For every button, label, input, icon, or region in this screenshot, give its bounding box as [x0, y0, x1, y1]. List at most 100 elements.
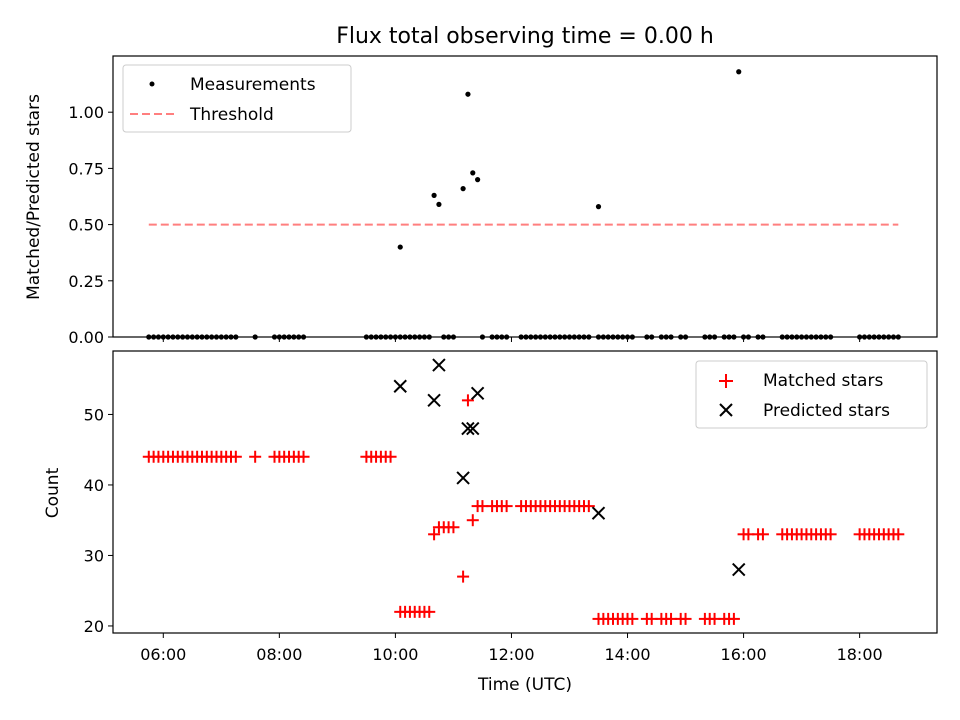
measurement-point [615, 334, 621, 340]
measurement-point [233, 334, 239, 340]
measurement-point [518, 334, 524, 340]
matched-star-marker [466, 514, 479, 527]
measurement-point [489, 334, 495, 340]
bottom-x-tick-label: 12:00 [488, 645, 534, 664]
bottom-x-tick-label: 10:00 [372, 645, 418, 664]
measurement-point [557, 334, 563, 340]
top-y-axis-label: Matched/Predicted stars [24, 94, 44, 300]
matched-star-marker [727, 612, 740, 625]
measurement-point [204, 334, 210, 340]
measurement-point [566, 334, 573, 340]
measurement-point [542, 334, 548, 340]
measurement-point [861, 334, 868, 340]
measurement-point [895, 334, 901, 340]
measurement-point [465, 91, 471, 97]
measurement-point [702, 334, 708, 340]
measurement-point [402, 334, 408, 340]
measurement-point [726, 334, 732, 340]
measurement-point [682, 334, 689, 340]
measurement-point [552, 334, 558, 340]
measurement-point [658, 334, 664, 340]
bottom-y-tick-label: 40 [84, 476, 104, 495]
measurement-point [562, 334, 568, 340]
measurement-point [886, 334, 892, 340]
matched-star-marker [824, 528, 837, 541]
measurement-point [397, 334, 403, 340]
bottom-x-tick-label: 18:00 [837, 645, 883, 664]
measurement-point [300, 334, 307, 340]
measurement-point [629, 334, 635, 340]
measurement-point [818, 334, 824, 340]
measurement-point [533, 334, 539, 340]
top-legend: Measurements Threshold [122, 64, 352, 133]
matched-star-marker [447, 521, 460, 534]
measurement-point [271, 334, 278, 340]
measurement-point [528, 334, 534, 340]
bottom-legend: Matched stars Predicted stars [695, 360, 928, 429]
measurement-point [407, 334, 413, 340]
bottom-y-ticks: 20 30 40 50 [84, 405, 113, 636]
measurement-point [547, 334, 553, 340]
bottom-x-axis-label: Time (UTC) [477, 675, 572, 695]
measurement-point [445, 334, 452, 340]
measurement-point [649, 334, 655, 340]
measurement-point [721, 334, 727, 340]
measurement-point [194, 334, 200, 340]
predicted-star-marker [432, 358, 446, 372]
measurement-point [586, 334, 592, 340]
predicted-star-marker [393, 379, 407, 393]
measurement-point [523, 334, 529, 340]
measurement-point [421, 334, 428, 340]
measurement-point [180, 334, 186, 340]
measurement-point [416, 334, 423, 340]
measurement-point [223, 334, 229, 340]
measurement-point [595, 334, 602, 340]
measurement-point [286, 334, 292, 340]
measurement-point [373, 334, 379, 340]
measurement-point [678, 334, 684, 340]
measurement-point [441, 334, 447, 340]
top-y-tick-label: 0.00 [68, 328, 104, 347]
measurement-point [146, 334, 152, 340]
measurement-point [707, 334, 713, 340]
measurement-point [479, 334, 486, 340]
matched-star-marker [384, 450, 397, 463]
threshold-legend-label: Threshold [189, 105, 274, 125]
bottom-y-tick-label: 30 [84, 546, 104, 565]
measurement-point [460, 186, 466, 192]
measurement-point [784, 334, 790, 340]
top-marks [146, 69, 901, 340]
measurements-legend-marker [149, 81, 155, 87]
bottom-x-tick-label: 14:00 [604, 645, 650, 664]
measurement-point [571, 334, 577, 340]
bottom-x-tick-label: 08:00 [256, 645, 302, 664]
predicted-star-marker [591, 506, 606, 520]
matched-star-marker [423, 605, 436, 618]
measurement-point [189, 334, 195, 340]
measurement-point [871, 334, 877, 340]
matched-star-marker [626, 612, 639, 625]
top-x-ticks [162, 337, 861, 342]
bottom-y-tick-label: 20 [84, 617, 104, 636]
top-axes: 0.00 0.25 0.50 0.75 1.00 Matched/Predicted s… [24, 55, 938, 347]
measurement-point [431, 192, 437, 198]
measurement-point [808, 334, 814, 340]
matched-star-marker [457, 570, 470, 583]
measurement-point [378, 334, 384, 340]
measurement-point [387, 334, 394, 340]
measurement-point [581, 334, 587, 340]
measurement-point [170, 334, 176, 340]
measurement-point [789, 334, 795, 340]
predicted-star-marker [470, 386, 485, 401]
measurement-point [881, 334, 887, 340]
measurement-point [620, 334, 626, 340]
measurement-point [731, 334, 737, 340]
matched-star-marker [892, 528, 905, 541]
measurement-point [610, 334, 616, 340]
matched-star-marker [229, 450, 242, 463]
measurement-point [165, 334, 171, 340]
measurement-point [450, 334, 457, 340]
measurement-point [760, 334, 766, 340]
top-y-tick-label: 1.00 [68, 103, 104, 122]
